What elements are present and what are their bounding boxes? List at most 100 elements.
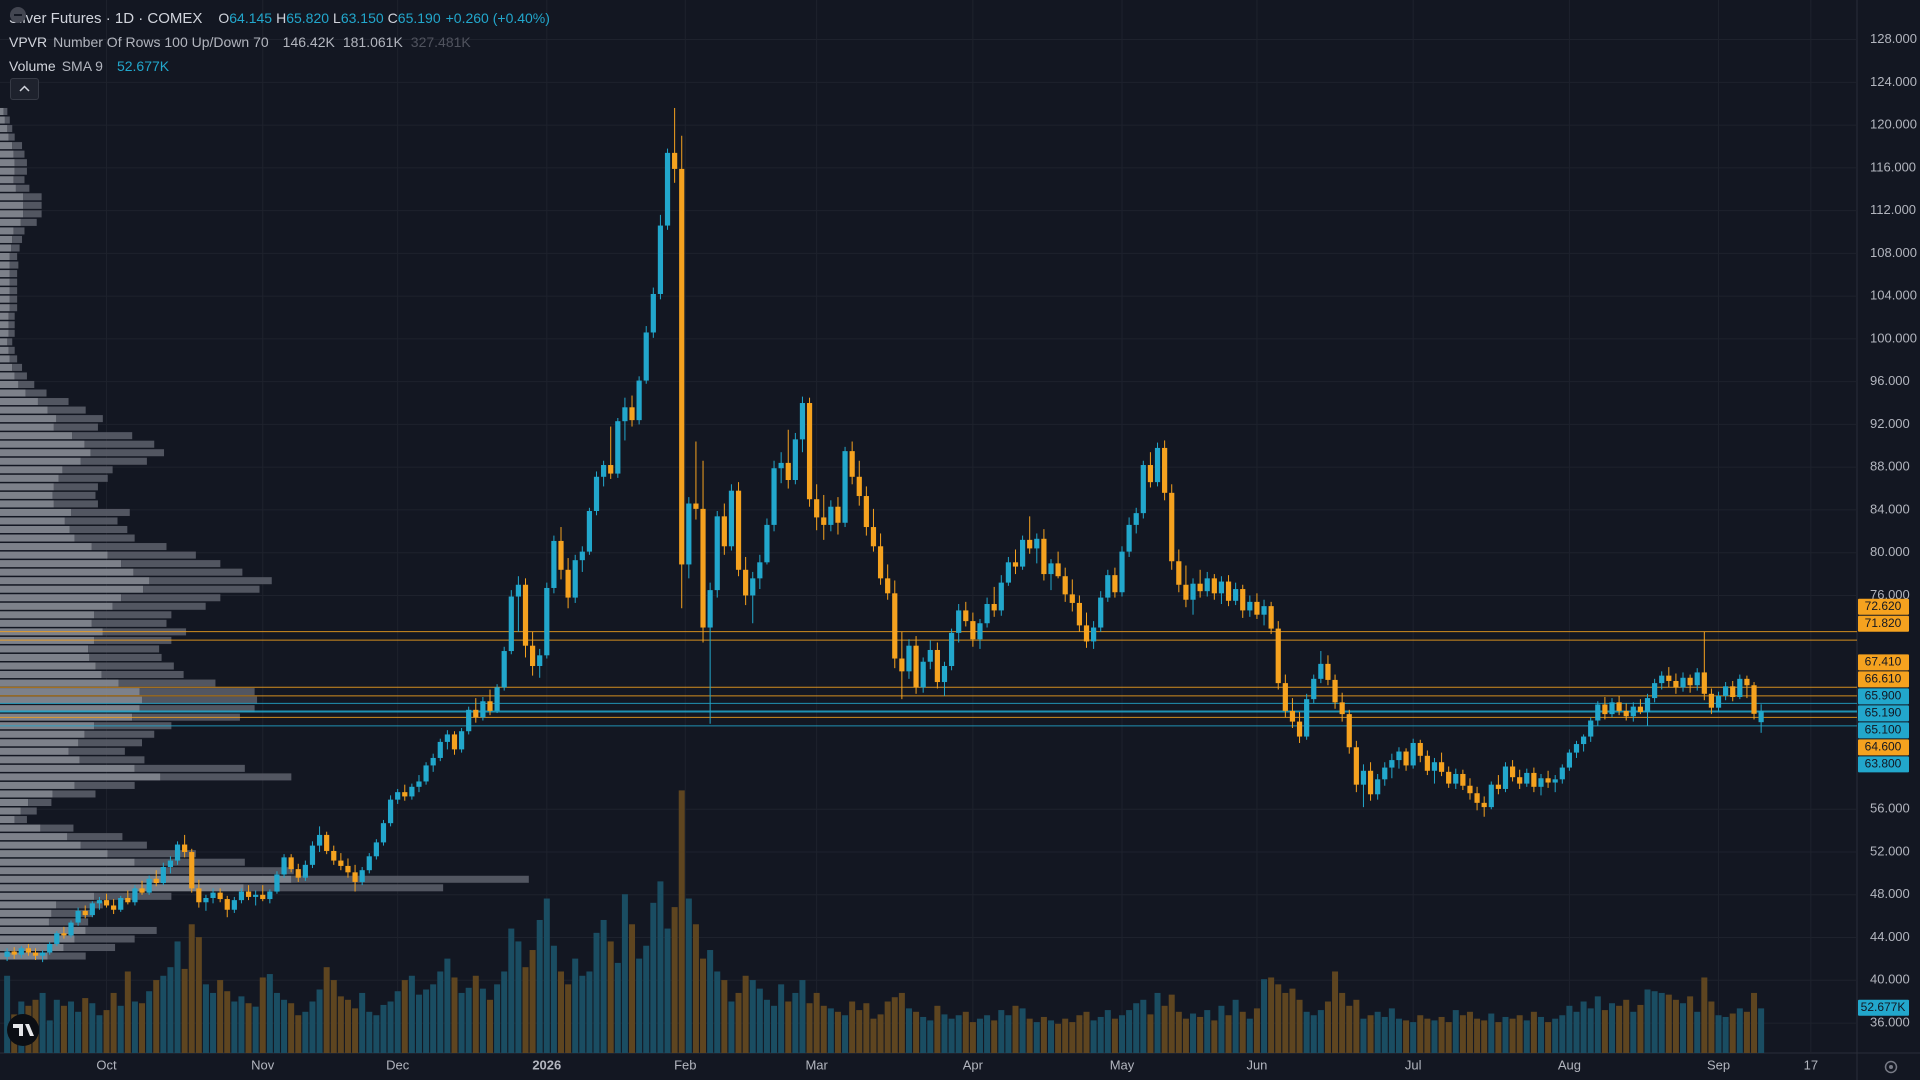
volume-bar <box>1211 1020 1218 1053</box>
price-label-box <box>1858 688 1909 705</box>
vpvr-up <box>0 534 75 542</box>
candle-body <box>636 380 642 421</box>
volume-settings: SMA 9 <box>61 58 103 74</box>
candle-body <box>54 933 60 944</box>
ohlc-label: H <box>276 10 287 26</box>
volume-bar <box>401 980 408 1053</box>
candle-body <box>750 578 756 596</box>
vpvr-up <box>0 517 65 525</box>
vpvr-up <box>0 346 9 354</box>
vpvr-up <box>0 278 10 286</box>
candle-body <box>1119 551 1125 593</box>
candle-body <box>537 655 543 667</box>
candle-body <box>1488 784 1494 808</box>
y-tick-label: 88.000 <box>1870 459 1910 474</box>
x-tick-label: Aug <box>1558 1057 1581 1072</box>
volume-bar <box>444 958 451 1053</box>
volume-bar <box>1332 971 1339 1053</box>
candle-body <box>18 948 24 955</box>
volume-bar <box>103 1010 110 1053</box>
volume-bar <box>1154 992 1161 1053</box>
vpvr-up <box>0 918 49 926</box>
vpvr-up <box>0 833 68 841</box>
vpvr-down <box>107 551 196 559</box>
volume-bar <box>1438 1016 1445 1053</box>
y-tick-label: 128.000 <box>1870 31 1917 46</box>
vpvr-up <box>0 594 122 602</box>
candle-body <box>1019 539 1026 567</box>
candle-body <box>480 701 486 718</box>
volume-bar <box>799 980 806 1053</box>
candle-body <box>1545 778 1551 783</box>
hide-icon[interactable] <box>9 6 27 24</box>
volume-bar <box>948 1018 955 1053</box>
volume-bar <box>1559 1015 1566 1053</box>
volume-bar <box>820 1005 827 1053</box>
candle-body <box>4 951 10 957</box>
vpvr-down <box>149 577 272 585</box>
vpvr-up <box>0 398 38 406</box>
volume-bar <box>1566 1005 1573 1053</box>
candle-body <box>103 900 110 906</box>
vpvr-up <box>0 415 57 423</box>
volume-pane <box>4 790 1765 1053</box>
candle-body <box>849 451 855 477</box>
candle-body <box>1211 578 1217 594</box>
settings-icon[interactable] <box>1884 1060 1898 1074</box>
volume-bar <box>1644 989 1651 1053</box>
volume-bar <box>139 1003 146 1053</box>
candle-body <box>274 874 280 892</box>
vpvr-down <box>139 705 255 713</box>
vpvr-down <box>143 585 260 593</box>
vpvr-down <box>11 244 20 252</box>
candle-body <box>61 933 67 936</box>
candle-body <box>1410 742 1416 766</box>
vpvr-up <box>0 662 96 670</box>
y-tick-label: 44.000 <box>1870 929 1910 944</box>
volume-bar <box>1516 1015 1523 1053</box>
candle-body <box>387 799 394 824</box>
candle-body <box>1012 562 1019 567</box>
vpvr-up <box>0 210 24 218</box>
volume-bar <box>1459 1015 1466 1053</box>
volume-bar <box>46 1020 53 1053</box>
candle-body <box>828 506 834 525</box>
volume-bar <box>877 1014 884 1053</box>
vpvr-down <box>3 107 8 116</box>
candle-body <box>153 878 159 884</box>
candle-body <box>1659 675 1665 684</box>
candle-body <box>167 860 174 867</box>
x-tick-label: Sep <box>1707 1057 1730 1072</box>
candle-body <box>1282 683 1288 711</box>
vpvr-up <box>0 824 41 832</box>
y-tick-label: 56.000 <box>1870 801 1910 816</box>
volume-bar <box>472 975 479 1053</box>
collapse-button[interactable] <box>10 78 39 100</box>
vpvr-up <box>0 867 162 875</box>
volume-sma-value: 52.677K <box>116 58 170 74</box>
vpvr-down <box>23 193 42 201</box>
volume-bar <box>1495 1022 1502 1053</box>
vpvr-down <box>101 671 184 679</box>
candle-body <box>1225 581 1232 601</box>
vpvr-down <box>91 619 167 627</box>
ohlc-value: 65.190 <box>397 10 441 26</box>
candle-body <box>877 546 884 579</box>
candle-body <box>650 293 656 333</box>
candle-body <box>217 892 223 900</box>
candle-body <box>1098 597 1104 628</box>
legend: Silver Futures · 1D · COMEX O 64.145 H 65.… <box>9 6 550 78</box>
volume-bar <box>558 971 565 1053</box>
candle-body <box>338 860 344 866</box>
candle-body <box>707 590 713 628</box>
vpvr-up <box>0 798 29 807</box>
candle-body <box>89 903 95 916</box>
volume-bar <box>842 1015 849 1053</box>
candle-body <box>1559 767 1565 780</box>
vpvr <box>0 107 529 960</box>
volume-bar <box>238 996 245 1053</box>
volume-bar <box>1651 991 1658 1053</box>
volume-bar <box>1736 1008 1743 1053</box>
candle-body <box>686 503 692 565</box>
